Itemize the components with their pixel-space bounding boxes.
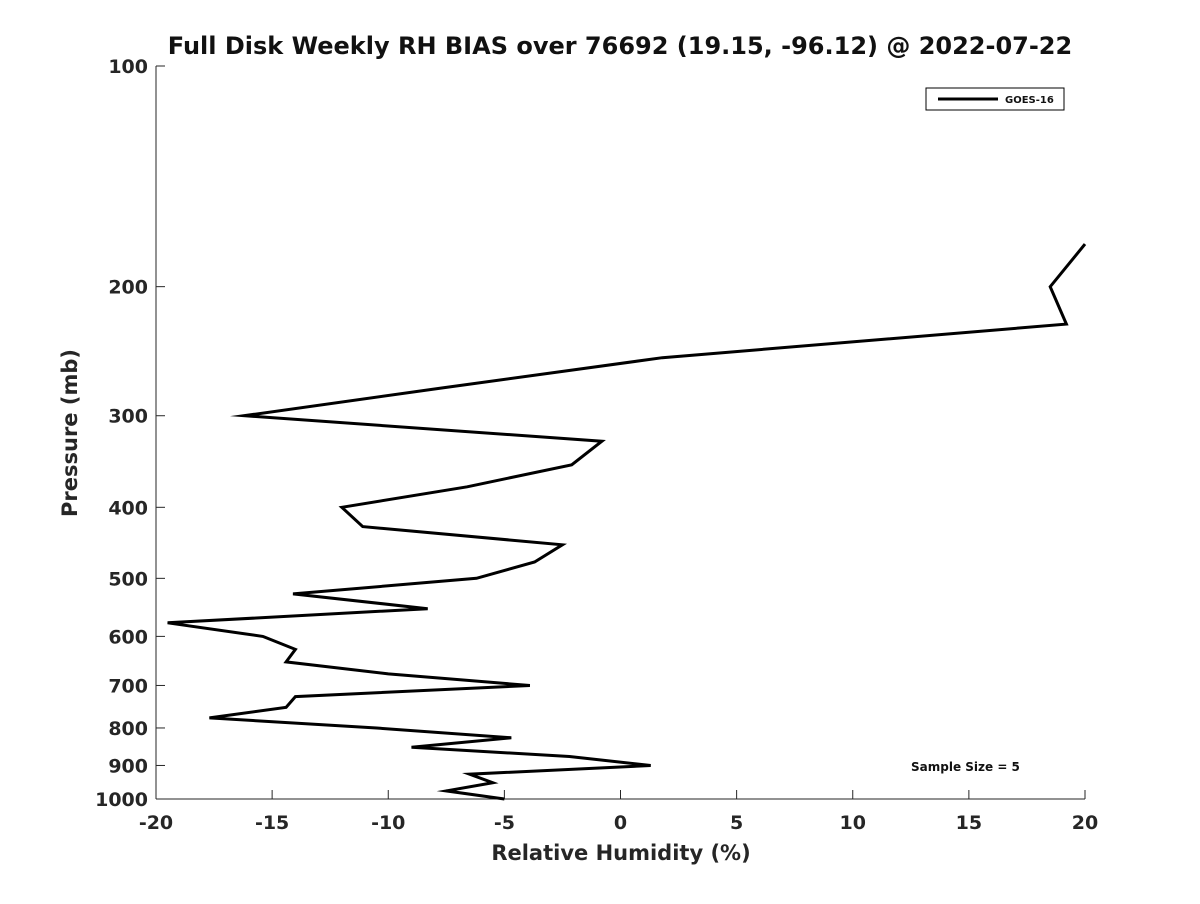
x-axis-label: Relative Humidity (%) <box>491 841 750 865</box>
x-tick-label: -20 <box>139 812 173 834</box>
plot-axes <box>155 66 1085 800</box>
y-tick-label: 1000 <box>95 789 148 811</box>
x-tick-label: 15 <box>956 812 982 834</box>
y-tick-label: 900 <box>108 755 148 777</box>
x-tick-label: 20 <box>1072 812 1098 834</box>
sample-size-annotation: Sample Size = 5 <box>911 760 1020 774</box>
x-tick-label: 10 <box>840 812 866 834</box>
series-layer <box>167 243 1087 801</box>
y-tick-label: 200 <box>108 277 148 299</box>
x-tick-label: 0 <box>614 812 627 834</box>
y-axis-label: Pressure (mb) <box>58 349 82 517</box>
y-tick-label: 500 <box>108 568 148 590</box>
x-tick-label: -5 <box>494 812 515 834</box>
series-line-goes-16 <box>167 243 1087 801</box>
legend-label-goes-16: GOES-16 <box>1005 95 1054 106</box>
y-tick-label: 400 <box>108 497 148 519</box>
chart-title: Full Disk Weekly RH BIAS over 76692 (19.… <box>168 32 1072 60</box>
x-tick-label: -15 <box>255 812 289 834</box>
x-tick-label: 5 <box>730 812 743 834</box>
y-tick-label: 100 <box>108 56 148 78</box>
axis-ticks: -20 -15 -10 -5 0 5 10 15 20 100 200 300 400 500 600 700… <box>95 56 1098 834</box>
x-tick-label: -10 <box>371 812 405 834</box>
y-tick-label: 700 <box>108 675 148 697</box>
y-tick-label: 800 <box>108 718 148 740</box>
y-tick-label: 300 <box>108 406 148 428</box>
legend: GOES-16 <box>925 87 1065 111</box>
y-tick-label: 600 <box>108 626 148 648</box>
